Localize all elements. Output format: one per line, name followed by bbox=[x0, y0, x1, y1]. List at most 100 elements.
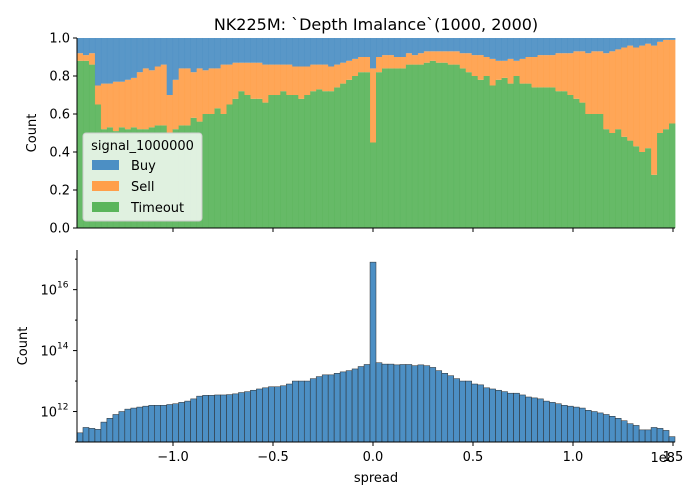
histogram-bar bbox=[315, 376, 323, 443]
area-segment-buy bbox=[304, 38, 311, 67]
area-segment-sell bbox=[292, 66, 299, 95]
area-segment-sell bbox=[376, 57, 383, 73]
histogram-bar bbox=[339, 371, 347, 443]
area-segment-buy bbox=[154, 38, 162, 67]
area-segment-sell bbox=[441, 51, 449, 63]
histogram-bar bbox=[220, 394, 227, 443]
area-segment-timeout bbox=[226, 104, 233, 228]
area-segment-sell bbox=[639, 45, 646, 152]
chart-title: NK225M: `Depth Imalance`(1000, 2000) bbox=[214, 15, 538, 34]
area-segment-sell bbox=[423, 51, 431, 63]
area-segment-buy bbox=[310, 38, 317, 65]
area-segment-buy bbox=[645, 38, 652, 44]
area-segment-sell bbox=[405, 53, 413, 65]
area-segment-buy bbox=[334, 38, 341, 65]
histogram-bar bbox=[76, 432, 84, 443]
histogram-bar bbox=[393, 364, 401, 443]
histogram-bar bbox=[250, 389, 257, 443]
bottom-y-axis-label: Count bbox=[16, 327, 31, 366]
histogram-bar bbox=[244, 391, 251, 443]
histogram-bar bbox=[626, 423, 634, 443]
area-segment-buy bbox=[196, 38, 203, 69]
area-segment-timeout bbox=[274, 95, 281, 228]
area-segment-buy bbox=[328, 38, 335, 67]
bottom-x-tick-label: 0.0 bbox=[363, 450, 384, 465]
histogram-bar bbox=[614, 418, 622, 443]
histogram-bar bbox=[327, 374, 335, 443]
area-segment-buy bbox=[411, 38, 419, 56]
area-segment-sell bbox=[304, 66, 311, 95]
legend: signal_1000000 Buy Sell Timeout bbox=[82, 132, 203, 222]
area-segment-sell bbox=[262, 64, 269, 103]
histogram-bar bbox=[483, 387, 490, 443]
top-y-tick-label: 0.2 bbox=[49, 184, 70, 199]
histogram-bar bbox=[650, 427, 658, 443]
area-segment-timeout bbox=[441, 62, 449, 229]
area-segment-sell bbox=[579, 51, 586, 103]
area-segment-timeout bbox=[310, 91, 317, 228]
area-segment-buy bbox=[190, 38, 197, 73]
bottom-y-tick-label: 10 bbox=[40, 345, 57, 360]
area-segment-timeout bbox=[657, 133, 664, 228]
area-segment-timeout bbox=[555, 91, 562, 228]
area-segment-buy bbox=[453, 38, 461, 52]
histogram-bar bbox=[411, 365, 419, 443]
legend-label-timeout: Timeout bbox=[130, 201, 184, 216]
area-segment-timeout bbox=[262, 102, 269, 228]
area-segment-buy bbox=[238, 38, 245, 63]
area-segment-sell bbox=[585, 53, 592, 114]
area-segment-sell bbox=[393, 57, 401, 69]
top-y-tick-label: 0.4 bbox=[49, 146, 70, 161]
area-segment-sell bbox=[519, 58, 526, 84]
area-segment-sell bbox=[615, 49, 622, 130]
histogram-bar bbox=[632, 425, 640, 443]
area-segment-sell bbox=[340, 62, 347, 84]
area-segment-timeout bbox=[346, 79, 353, 228]
area-segment-buy bbox=[184, 38, 192, 69]
area-segment-sell bbox=[106, 83, 114, 128]
histogram-bar bbox=[435, 370, 443, 443]
area-segment-sell bbox=[238, 62, 245, 92]
area-segment-sell bbox=[370, 68, 377, 143]
area-segment-sell bbox=[483, 57, 491, 76]
histogram-bar bbox=[262, 387, 269, 443]
histogram-bar bbox=[585, 410, 592, 443]
area-segment-timeout bbox=[495, 79, 502, 228]
histogram-bar bbox=[477, 384, 484, 443]
area-segment-timeout bbox=[651, 174, 658, 228]
area-segment-timeout bbox=[639, 152, 646, 228]
area-segment-timeout bbox=[585, 114, 592, 228]
area-segment-sell bbox=[477, 55, 485, 80]
area-segment-timeout bbox=[393, 68, 401, 229]
area-segment-sell bbox=[525, 57, 532, 84]
area-segment-buy bbox=[358, 38, 365, 57]
histogram-bar bbox=[309, 378, 317, 443]
bottom-y-tick-exponent: 14 bbox=[57, 342, 69, 352]
area-segment-sell bbox=[124, 79, 132, 130]
area-segment-buy bbox=[435, 38, 443, 52]
area-segment-buy bbox=[220, 38, 227, 65]
bottom-y-tick-label: 10 bbox=[40, 406, 57, 421]
area-segment-sell bbox=[160, 64, 168, 126]
area-segment-sell bbox=[591, 51, 598, 114]
area-segment-sell bbox=[190, 72, 197, 118]
area-segment-buy bbox=[633, 38, 640, 48]
area-segment-sell bbox=[543, 55, 550, 88]
area-segment-buy bbox=[166, 38, 174, 95]
area-segment-buy bbox=[346, 38, 353, 61]
area-segment-buy bbox=[549, 38, 556, 56]
legend-label-buy: Buy bbox=[131, 159, 156, 174]
area-segment-timeout bbox=[519, 83, 526, 228]
area-segment-buy bbox=[477, 38, 485, 56]
histogram-bar bbox=[142, 405, 150, 443]
histogram-bar bbox=[525, 396, 532, 443]
area-segment-sell bbox=[196, 68, 203, 122]
area-segment-buy bbox=[376, 38, 383, 57]
area-segment-timeout bbox=[477, 79, 485, 228]
area-segment-timeout bbox=[603, 129, 610, 228]
area-segment-timeout bbox=[417, 64, 425, 228]
area-segment-timeout bbox=[250, 98, 257, 228]
histogram-bar bbox=[160, 405, 167, 443]
histogram-bar bbox=[333, 373, 341, 443]
area-segment-sell bbox=[399, 57, 407, 69]
